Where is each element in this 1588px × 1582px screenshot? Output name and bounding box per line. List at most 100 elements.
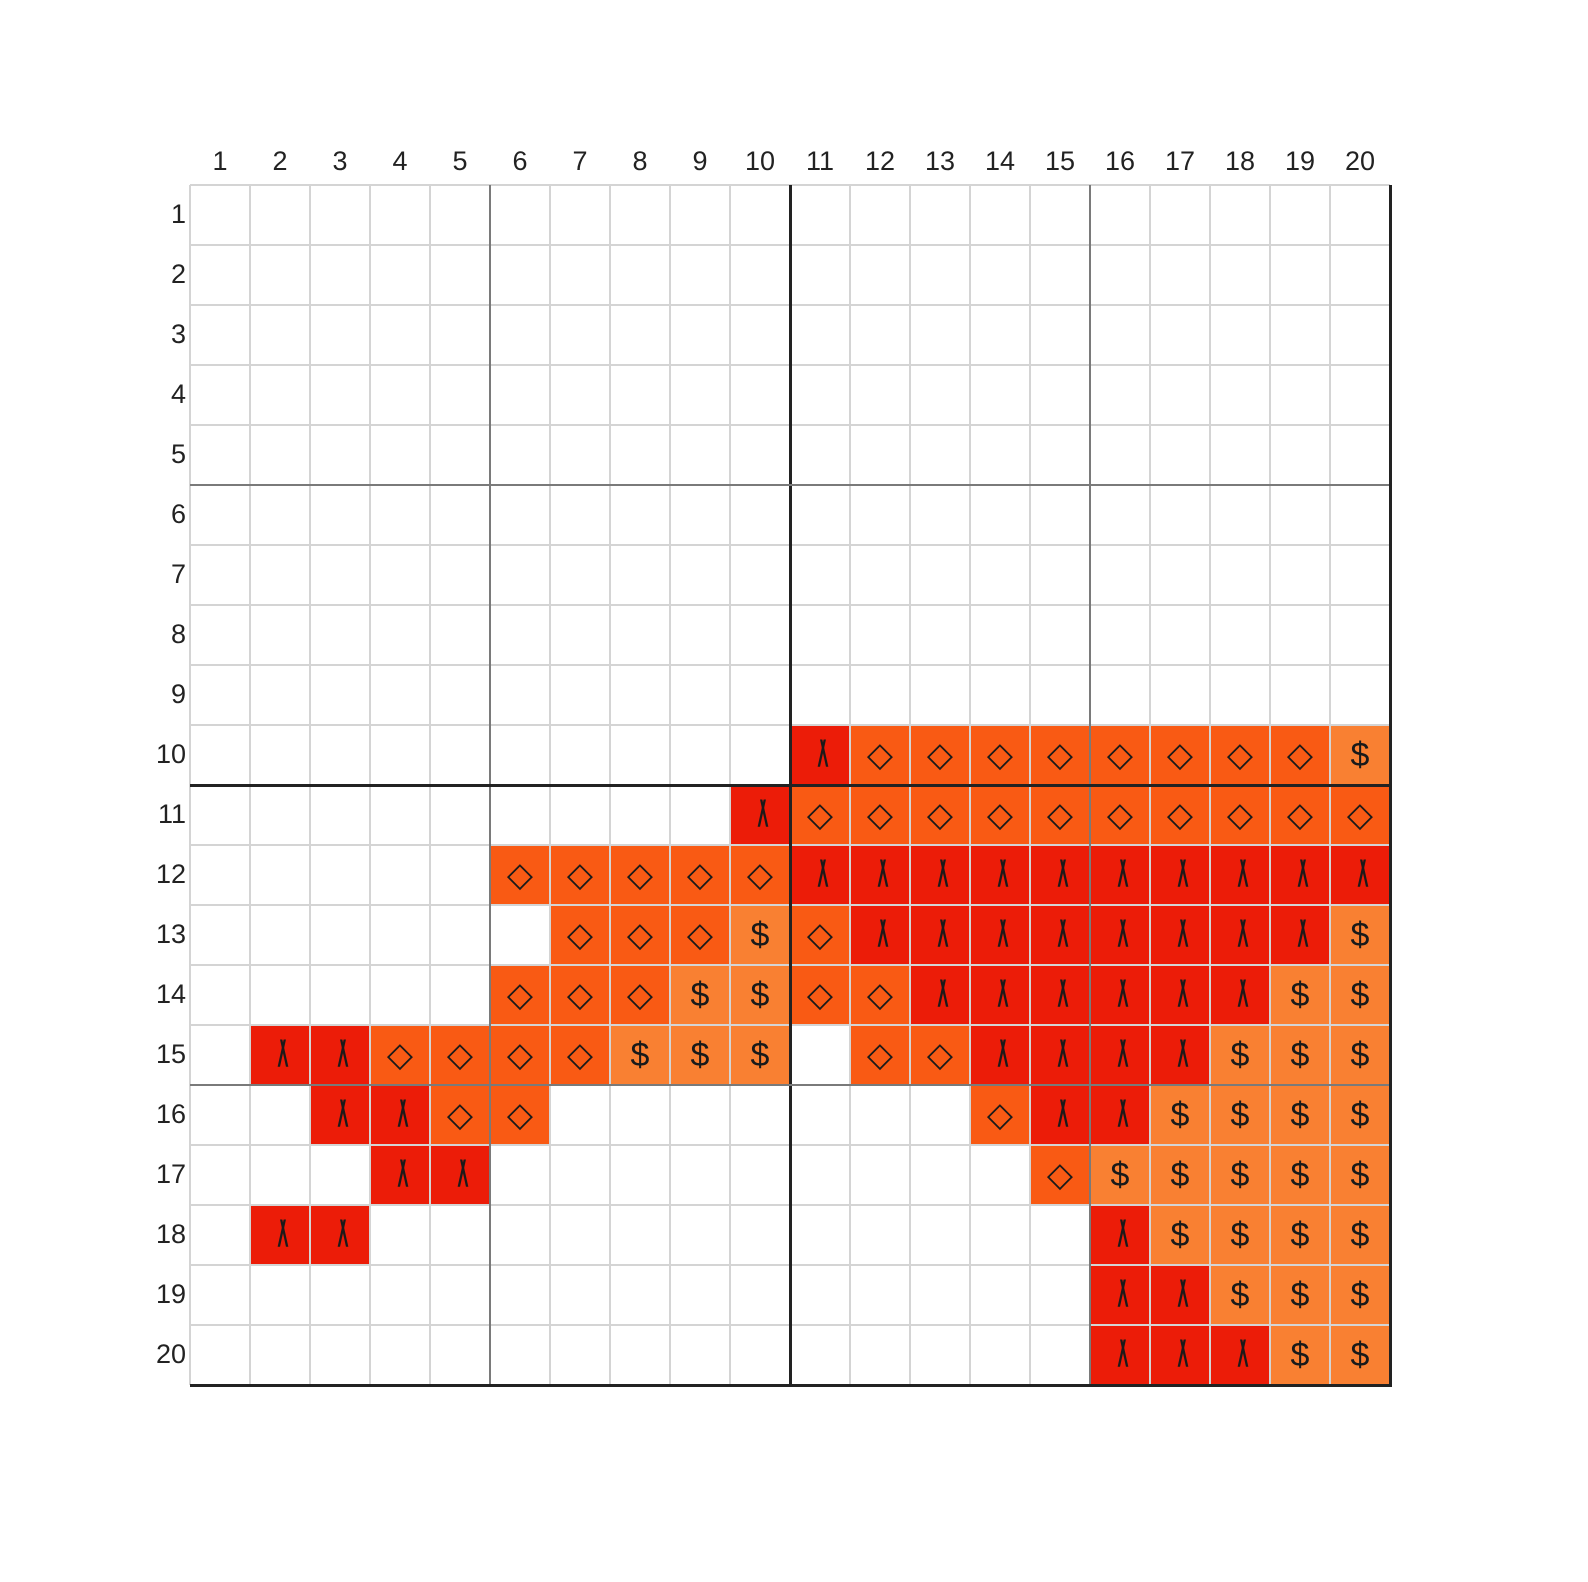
stitch-cell: ◇ <box>791 966 849 1024</box>
row-label: 1 <box>170 199 186 229</box>
stitch-symbol: ◇ <box>386 1035 414 1075</box>
stitch-cell: /\ <box>971 1026 1029 1084</box>
stitch-symbol: ◇ <box>1046 1155 1074 1195</box>
stitch-symbol: ◇ <box>626 915 654 955</box>
stitch-symbol: /\ <box>1177 913 1188 955</box>
stitch-symbol: /\ <box>397 1153 408 1195</box>
stitch-cell: ◇ <box>1331 786 1389 844</box>
column-label: 16 <box>1104 146 1136 176</box>
column-label: 11 <box>805 146 835 176</box>
stitch-cell: $ <box>1211 1026 1269 1084</box>
stitch-symbol: ◇ <box>806 795 834 835</box>
stitch-symbol: $ <box>690 975 710 1014</box>
stitch-cell: $ <box>1211 1146 1269 1204</box>
stitch-cell: ◇ <box>971 726 1029 784</box>
stitch-cell: ◇ <box>851 966 909 1024</box>
stitch-cell: /\ <box>311 1086 369 1144</box>
stitch-cell: $ <box>1151 1086 1209 1144</box>
row-label: 11 <box>157 799 186 829</box>
stitch-cell: /\ <box>1091 846 1149 904</box>
stitch-cell: /\ <box>1151 1026 1209 1084</box>
stitch-symbol: $ <box>1170 1215 1190 1254</box>
stitch-symbol: ◇ <box>1286 795 1314 835</box>
stitch-cell: $ <box>731 966 789 1024</box>
stitch-symbol: ◇ <box>1226 735 1254 775</box>
stitch-symbol: /\ <box>1117 973 1128 1015</box>
stitch-cell: $ <box>731 906 789 964</box>
stitch-cell: ◇ <box>491 966 549 1024</box>
column-label: 9 <box>692 146 708 176</box>
stitch-symbol: /\ <box>1177 853 1188 895</box>
stitch-symbol: /\ <box>1237 853 1248 895</box>
stitch-symbol: /\ <box>817 733 828 775</box>
row-label: 12 <box>155 859 186 889</box>
stitch-cell: ◇ <box>1151 786 1209 844</box>
stitch-symbol: $ <box>1350 975 1370 1014</box>
stitch-symbol: /\ <box>1177 1333 1188 1375</box>
stitch-cell: ◇ <box>671 846 729 904</box>
stitch-cell: /\ <box>1031 846 1089 904</box>
stitch-symbol: $ <box>1230 1275 1250 1314</box>
stitch-symbol: $ <box>1110 1155 1130 1194</box>
stitch-symbol: ◇ <box>1106 735 1134 775</box>
stitch-cell: $ <box>1331 1026 1389 1084</box>
row-label: 2 <box>170 259 186 289</box>
stitch-symbol: ◇ <box>506 1095 534 1135</box>
stitch-symbol: /\ <box>997 913 1008 955</box>
row-label: 8 <box>170 619 186 649</box>
stitch-symbol: ◇ <box>1166 735 1194 775</box>
row-label: 7 <box>170 559 186 589</box>
stitch-symbol: /\ <box>1297 913 1308 955</box>
row-label: 6 <box>170 499 186 529</box>
stitch-cell: /\ <box>371 1086 429 1144</box>
stitch-symbol: ◇ <box>626 855 654 895</box>
stitch-symbol: $ <box>1290 1155 1310 1194</box>
column-label: 14 <box>984 146 1016 176</box>
row-label: 17 <box>155 1159 186 1189</box>
stitch-cell: $ <box>1151 1146 1209 1204</box>
stitch-symbol: $ <box>1350 915 1370 954</box>
stitch-cell: ◇ <box>791 786 849 844</box>
stitch-symbol: /\ <box>1117 1273 1128 1315</box>
column-label: 6 <box>512 146 528 176</box>
row-label: 13 <box>155 919 186 949</box>
stitch-symbol: /\ <box>997 853 1008 895</box>
stitch-cell: /\ <box>431 1146 489 1204</box>
stitch-cell: /\ <box>971 906 1029 964</box>
stitch-symbol: $ <box>750 975 770 1014</box>
stitch-cell: /\ <box>911 906 969 964</box>
stitch-cell: /\ <box>251 1026 309 1084</box>
stitch-cell: /\ <box>1151 1266 1209 1324</box>
stitch-cell: /\ <box>1211 906 1269 964</box>
stitch-cell: $ <box>1271 1086 1329 1144</box>
stitch-symbol: /\ <box>1237 913 1248 955</box>
stitch-symbol: $ <box>1350 1275 1370 1314</box>
stitch-symbol: $ <box>750 915 770 954</box>
major-grid-line-horizontal <box>190 784 1390 787</box>
stitch-cell: ◇ <box>971 786 1029 844</box>
column-label: 2 <box>272 146 288 176</box>
stitch-symbol: /\ <box>1177 1033 1188 1075</box>
stitch-symbol: ◇ <box>506 1035 534 1075</box>
stitch-cell: /\ <box>1091 1086 1149 1144</box>
stitch-cell: /\ <box>1271 906 1329 964</box>
stitch-cell: ◇ <box>911 786 969 844</box>
stitch-symbol: $ <box>1350 1035 1370 1074</box>
column-label: 8 <box>632 146 648 176</box>
stitch-symbol: /\ <box>1117 853 1128 895</box>
stitch-cell: ◇ <box>911 726 969 784</box>
stitch-symbol: ◇ <box>1166 795 1194 835</box>
stitch-symbol: $ <box>1290 1215 1310 1254</box>
column-label: 17 <box>1164 146 1196 176</box>
stitch-symbol: ◇ <box>746 855 774 895</box>
stitch-symbol: $ <box>1350 1155 1370 1194</box>
stitch-symbol: ◇ <box>1286 735 1314 775</box>
stitch-cell: /\ <box>731 786 789 844</box>
stitch-cell: $ <box>1331 726 1389 784</box>
stitch-cell: ◇ <box>551 966 609 1024</box>
stitch-cell: $ <box>1331 966 1389 1024</box>
stitch-cell: ◇ <box>731 846 789 904</box>
stitch-symbol: /\ <box>337 1213 348 1255</box>
stitch-symbol: ◇ <box>506 855 534 895</box>
